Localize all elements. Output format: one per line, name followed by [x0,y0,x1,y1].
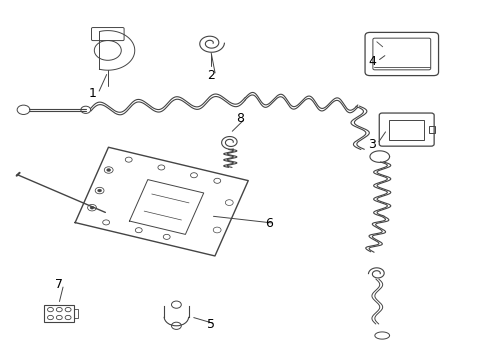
Bar [74,309,78,318]
Text: 6: 6 [266,217,273,230]
Text: 2: 2 [207,69,215,82]
Text: 4: 4 [368,55,376,68]
Text: 5: 5 [207,318,215,330]
Text: 8: 8 [236,112,244,125]
Text: 7: 7 [55,278,63,291]
Circle shape [98,189,101,192]
Circle shape [90,206,94,209]
Text: 1: 1 [89,87,97,100]
Bar [429,126,435,133]
Bar [44,305,74,322]
Circle shape [107,168,111,171]
Bar [389,120,424,140]
Text: 3: 3 [368,138,376,150]
